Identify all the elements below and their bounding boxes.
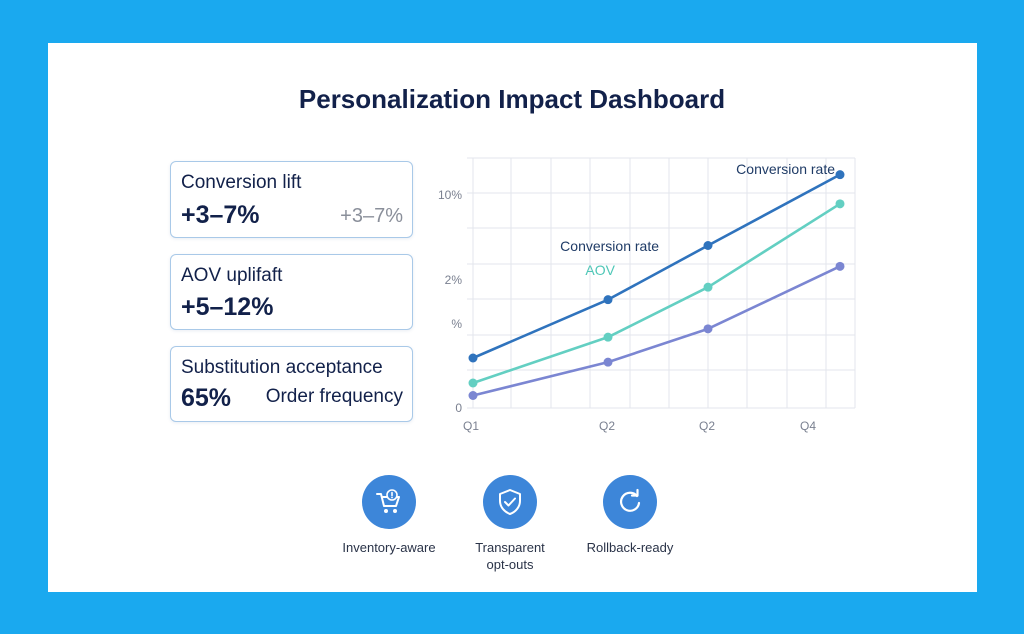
- series-line: [471, 173, 842, 360]
- kpi-label: Conversion lift: [181, 172, 302, 193]
- kpi-value: +3–7%: [181, 201, 260, 229]
- data-point: [835, 170, 845, 180]
- kpi-value: 65%: [181, 384, 232, 412]
- data-point: [703, 324, 713, 334]
- refresh-icon: [603, 475, 657, 529]
- series-line: [471, 265, 842, 397]
- data-point: [468, 378, 478, 388]
- chart-series: [468, 170, 845, 400]
- data-point: [835, 199, 845, 209]
- data-point: [703, 282, 713, 292]
- chart-grid: [467, 157, 856, 409]
- chart-annotations: Conversion rate Conversion rate AOV: [560, 161, 835, 278]
- shield-check-icon: [483, 475, 537, 529]
- series-annotation: Conversion rate: [736, 161, 835, 177]
- y-tick-label: %: [451, 317, 462, 331]
- data-point: [468, 353, 478, 363]
- series-annotation: Conversion rate: [560, 238, 659, 254]
- x-tick-label: Q1: [463, 419, 479, 433]
- feature-rollback-ready: Rollback-ready: [565, 475, 695, 556]
- kpi-aside: Order frequency: [265, 386, 403, 407]
- kpi-conversion-lift: Conversion lift +3–7% +3–7%: [170, 161, 413, 238]
- page-title: Personalization Impact Dashboard: [298, 84, 726, 114]
- x-tick-label: Q2: [699, 419, 715, 433]
- chart-ticks: 0% 2% 10% Q1 Q2 Q2 Q4: [438, 188, 816, 433]
- y-tick-label: 2%: [445, 273, 463, 287]
- kpi-label: Substitution acceptance: [181, 357, 383, 378]
- feature-inventory-aware: Inventory-aware: [324, 475, 454, 556]
- y-tick-label: 0: [455, 401, 462, 415]
- series-line: [471, 202, 842, 385]
- kpi-value: +5–12%: [181, 293, 274, 321]
- data-point: [603, 295, 613, 305]
- cart-icon: [362, 475, 416, 529]
- data-point: [703, 241, 713, 250]
- feature-label: Rollback-ready: [586, 540, 674, 555]
- x-tick-label: Q2: [599, 419, 615, 433]
- line-chart: 0%2%10%Q1 Q2 Q2 Q4 Conversion rateConversio…: [438, 157, 856, 433]
- data-point: [835, 261, 845, 271]
- kpi-aside: +3–7%: [340, 205, 403, 227]
- kpi-substitution-acceptance: Substitution acceptance 65% Order freque…: [170, 346, 413, 422]
- y-tick-label: 10%: [438, 188, 462, 202]
- feature-label: Inventory-aware: [342, 540, 436, 555]
- kpi-label: AOV uplifaft: [181, 265, 283, 286]
- data-point: [603, 357, 613, 367]
- feature-transparent-opt-outs: Transparent opt-outs: [445, 475, 575, 573]
- feature-label: Transparent opt-outs: [475, 540, 545, 572]
- series-annotation: AOV: [585, 262, 615, 278]
- x-tick-label: Q4: [800, 419, 816, 433]
- data-point: [468, 391, 478, 400]
- data-point: [603, 332, 613, 342]
- kpi-aov-uplift: AOV uplifaft +5–12%: [170, 254, 413, 330]
